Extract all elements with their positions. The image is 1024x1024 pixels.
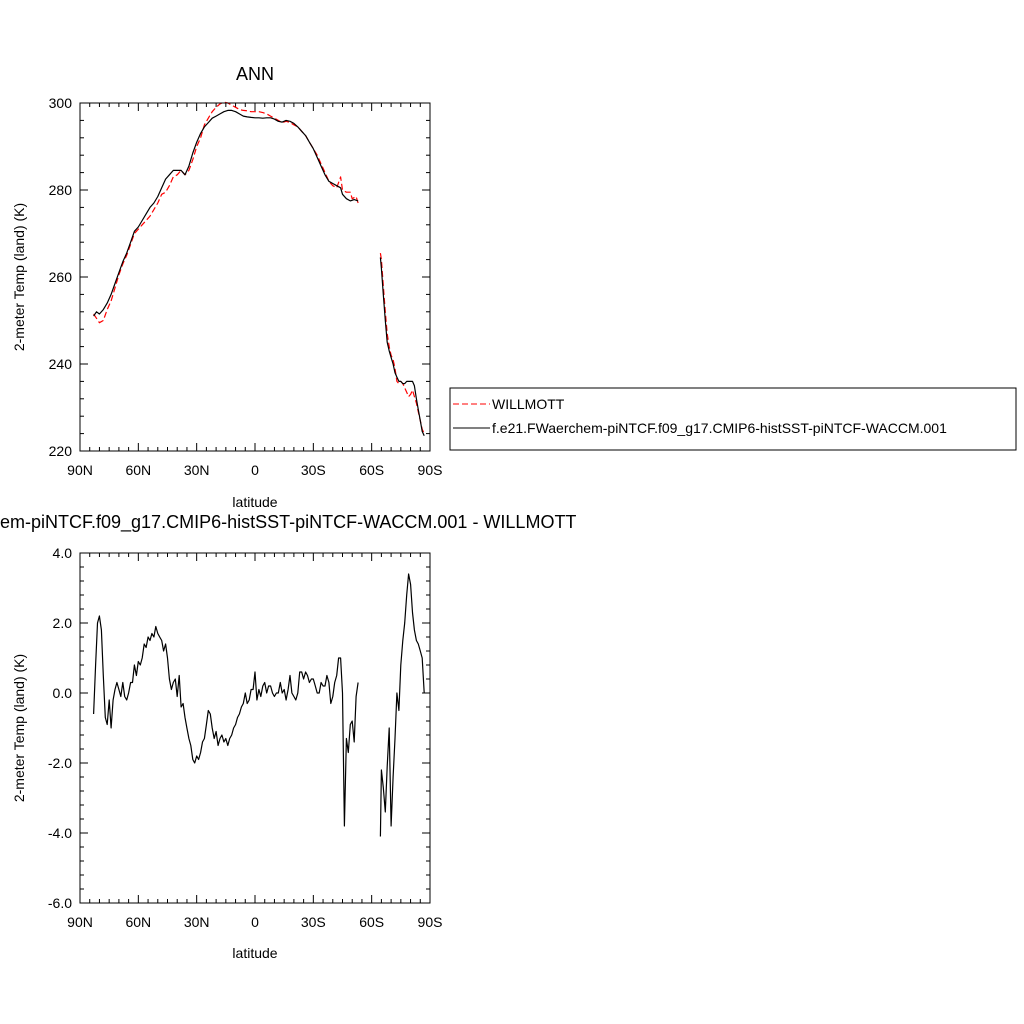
chart-title: ANN bbox=[236, 64, 274, 84]
x-axis-label: latitude bbox=[232, 494, 277, 510]
difference-panel: em-piNTCF.f09_g17.CMIP6-histSST-piNTCF-W… bbox=[0, 512, 576, 961]
x-tick-label: 30S bbox=[301, 914, 326, 930]
x-tick-label: 60N bbox=[125, 462, 151, 478]
plot-frame bbox=[79, 102, 431, 452]
x-axis-label: latitude bbox=[232, 945, 277, 961]
x-tick-label: 30S bbox=[301, 462, 326, 478]
y-tick-label: 280 bbox=[49, 182, 73, 198]
y-tick-label: 0.0 bbox=[53, 685, 73, 701]
series-line-0 bbox=[93, 615, 359, 827]
plot-area: 90N 60N 30N 0 30S 60S 90S 220 240 260 280 300 bbox=[49, 95, 443, 478]
y-tick-label: 260 bbox=[49, 269, 73, 285]
y-tick-label: -6.0 bbox=[48, 895, 72, 911]
series-line-1 bbox=[93, 109, 359, 317]
y-tick-label: -2.0 bbox=[48, 755, 72, 771]
x-tick-label: 90N bbox=[67, 462, 93, 478]
x-tick-label: 30N bbox=[184, 914, 210, 930]
x-tick-label: 60S bbox=[359, 462, 384, 478]
legend-label-willmott: WILLMOTT bbox=[492, 396, 565, 412]
legend: WILLMOTT f.e21.FWaerchem-piNTCF.f09_g17.… bbox=[449, 387, 1017, 451]
x-tick-label: 90N bbox=[67, 914, 93, 930]
x-tick-label: 60S bbox=[359, 914, 384, 930]
plot-frame bbox=[79, 552, 431, 904]
chart-title: em-piNTCF.f09_g17.CMIP6-histSST-piNTCF-W… bbox=[0, 512, 576, 533]
y-tick-label: 300 bbox=[49, 95, 73, 111]
x-tick-label: 90S bbox=[418, 914, 443, 930]
series-line-0 bbox=[379, 573, 425, 837]
x-tick-label: 0 bbox=[251, 914, 259, 930]
x-tick-label: 60N bbox=[125, 914, 151, 930]
legend-box bbox=[449, 387, 1017, 451]
series-line-0 bbox=[93, 101, 359, 324]
y-tick-label: -4.0 bbox=[48, 825, 72, 841]
x-tick-label: 90S bbox=[418, 462, 443, 478]
y-axis-label: 2-meter Temp (land) (K) bbox=[11, 654, 27, 802]
x-tick-label: 0 bbox=[251, 462, 259, 478]
plot-area: 90N 60N 30N 0 30S 60S 90S -6.0 -4.0 -2.0 0.0 2.0 4.0 bbox=[48, 545, 443, 930]
series-line-1 bbox=[379, 257, 425, 437]
x-tick-label: 30N bbox=[184, 462, 210, 478]
y-tick-label: 4.0 bbox=[53, 545, 73, 561]
legend-label-model: f.e21.FWaerchem-piNTCF.f09_g17.CMIP6-his… bbox=[492, 420, 947, 436]
y-tick-label: 220 bbox=[49, 443, 73, 459]
y-tick-label: 2.0 bbox=[53, 615, 73, 631]
y-tick-label: 240 bbox=[49, 356, 73, 372]
y-axis-label: 2-meter Temp (land) (K) bbox=[11, 203, 27, 351]
annual-mean-temp-panel: ANN 2-meter Temp (land) (K) latitude 90N… bbox=[11, 64, 442, 510]
